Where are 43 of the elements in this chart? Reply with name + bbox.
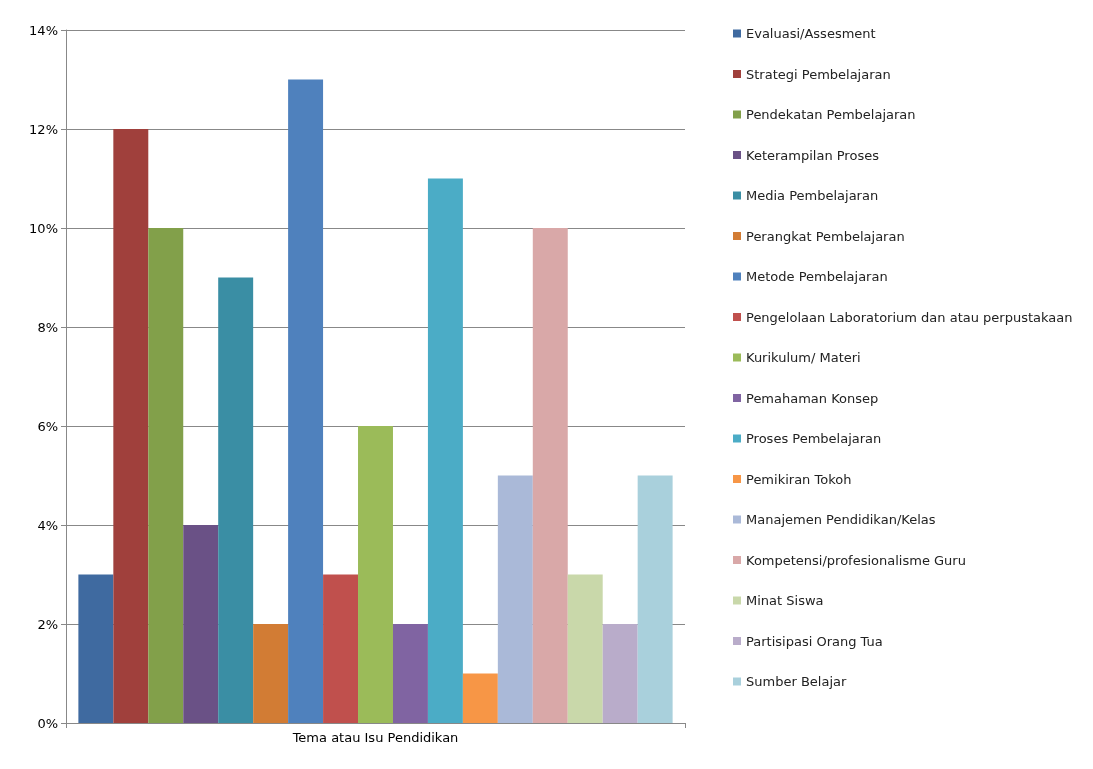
y-tick-label: 0% [37,715,58,731]
bar [497,475,533,723]
legend-label: Manajemen Pendidikan/Kelas [746,512,936,527]
legend-label: Pengelolaan Laboratorium dan atau perpustakaan [746,309,1073,325]
y-tick-label: 14% [29,22,58,38]
legend-label: Pemikiran Tokoh [746,471,852,487]
y-tick-label: 4% [37,517,58,533]
bar [288,79,324,723]
legend-label: Keterampilan Proses [746,147,880,163]
legend-label: Media Pembelajaran [746,188,879,203]
legend-label: Pemahaman Konsep [746,390,879,406]
bar [78,574,114,723]
y-tick-label: 12% [29,121,58,137]
bar [253,624,289,723]
y-tick-label: 6% [37,418,58,434]
legend-label: Proses Pembelajaran [746,431,882,446]
legend-label: Pendekatan Pembelajaran [746,107,916,122]
bar [567,574,603,723]
bar [427,178,463,723]
legend-label: Sumber Belajar [746,674,847,689]
legend-label: Partisipasi Orang Tua [746,633,883,649]
bar [392,624,428,723]
bar [532,228,568,723]
bar [148,228,184,723]
bar [218,277,254,723]
x-tick-label: Tema atau Isu Pendidikan [291,730,459,745]
bar [462,673,498,723]
y-tick-label: 10% [29,220,58,236]
bar [183,525,219,723]
y-tick-label: 8% [37,319,58,335]
legend-label: Metode Pembelajaran [746,269,888,284]
bar [113,129,149,723]
bar [602,624,638,723]
legend-label: Evaluasi/Assesment [746,26,876,41]
legend-label: Kompetensi/profesionalisme Guru [746,552,966,568]
legend-label: Kurikulum/ Materi [746,350,861,365]
bar [323,574,359,723]
y-tick-label: 2% [37,616,58,632]
legend-label: Minat Siswa [746,593,824,608]
bar [358,426,393,723]
legend-label: Perangkat Pembelajaran [746,228,905,244]
legend-label: Strategi Pembelajaran [746,66,891,82]
bar [637,475,673,723]
